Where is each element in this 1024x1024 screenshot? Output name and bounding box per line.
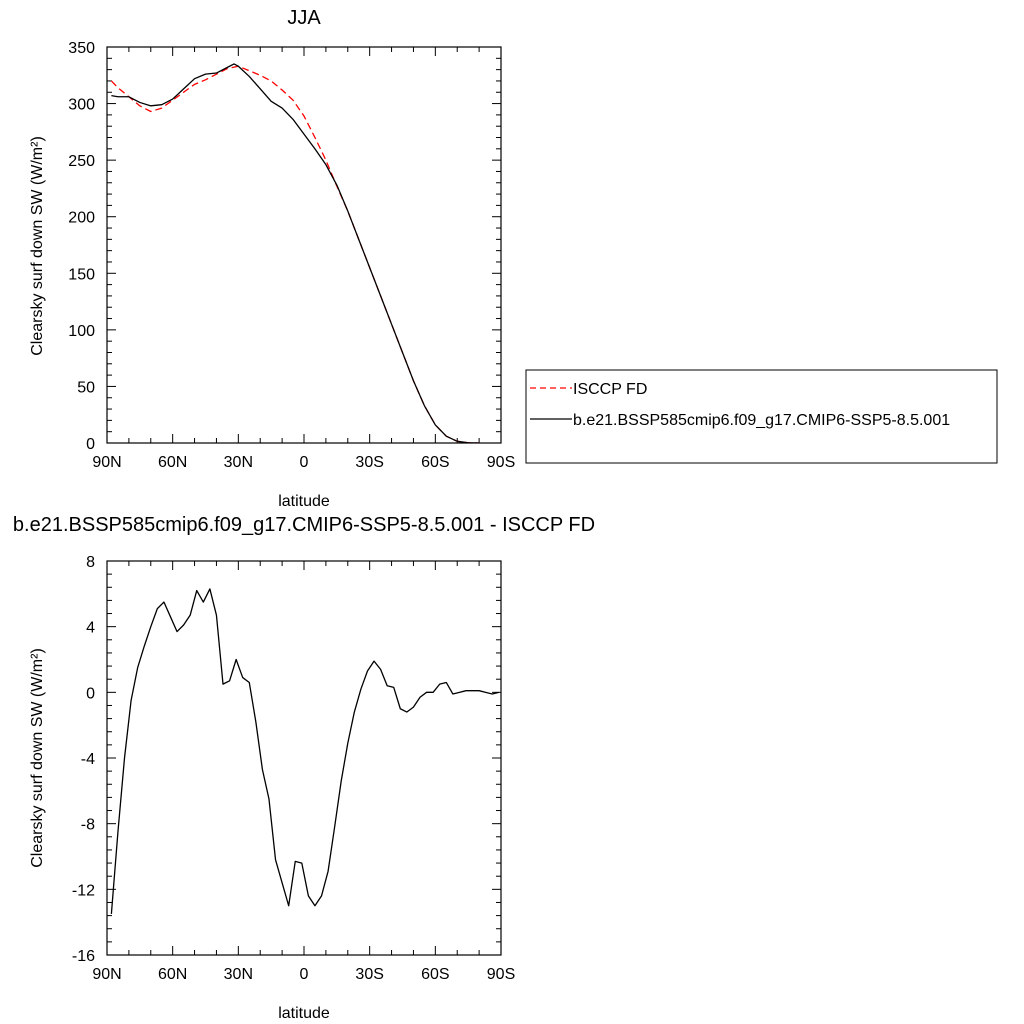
y-tick-label: 350 [68,40,95,57]
top-panel-title: JJA [287,7,321,29]
x-tick-label: 30S [355,454,383,471]
y-tick-label: 300 [68,97,95,114]
legend-isccp-label: ISCCP FD [573,381,647,398]
top-panel-xlabel: latitude [278,493,330,510]
x-tick-label: 0 [300,454,309,471]
y-tick-label: 50 [77,379,95,396]
x-tick-label: 60N [158,454,187,471]
y-tick-label: -12 [72,882,95,899]
bottom-panel-ylabel: Clearsky surf down SW (W/m²) [29,648,46,868]
y-tick-label: -8 [81,817,95,834]
legend-model-label: b.e21.BSSP585cmip6.f09_g17.CMIP6-SSP5-8.… [573,412,950,429]
y-tick-label: -16 [72,948,95,965]
x-tick-label: 30N [224,454,253,471]
legend-box [525,369,998,464]
legend: ISCCP FD b.e21.BSSP585cmip6.f09_g17.CMIP… [525,369,998,464]
x-tick-label: 90S [487,966,515,983]
plot-frame [106,46,502,444]
top-panel: JJA 90N 60N 30N 0 30S 60S 90S 0 50 100 150 200 250 30… [29,7,515,510]
bottom-panel-title: b.e21.BSSP585cmip6.f09_g17.CMIP6-SSP5-8.… [13,514,595,536]
x-tick-label: 60S [421,966,449,983]
y-tick-label: 100 [68,323,95,340]
x-tick-label: 60N [158,966,187,983]
top-panel-ylabel: Clearsky surf down SW (W/m²) [29,136,46,356]
bottom-plot-area: 90N 60N 30N 0 30S 60S 90S -16 -12 -8 -4 0 4 8 [72,554,515,983]
x-tick-label: 60S [421,454,449,471]
y-tick-label: 4 [86,620,95,637]
top-plot-area: 90N 60N 30N 0 30S 60S 90S 0 50 100 150 200 250 300 350 [68,40,515,471]
plot-frame [106,560,502,956]
bottom-panel: b.e21.BSSP585cmip6.f09_g17.CMIP6-SSP5-8.… [13,514,595,1022]
y-tick-label: 150 [68,266,95,283]
x-tick-label: 30S [355,966,383,983]
x-tick-label: 30N [224,966,253,983]
series-line-model [110,588,499,915]
x-tick-label: 90S [487,454,515,471]
x-tick-label: 90N [92,966,121,983]
y-tick-label: 0 [86,436,95,453]
y-tick-label: 200 [68,210,95,227]
x-tick-label: 0 [300,966,309,983]
y-tick-label: 8 [86,554,95,571]
series-line-model [111,63,480,443]
x-tick-label: 90N [92,454,121,471]
y-tick-label: 0 [86,685,95,702]
y-tick-label: -4 [81,751,95,768]
bottom-panel-xlabel: latitude [278,1005,330,1022]
y-tick-label: 250 [68,153,95,170]
